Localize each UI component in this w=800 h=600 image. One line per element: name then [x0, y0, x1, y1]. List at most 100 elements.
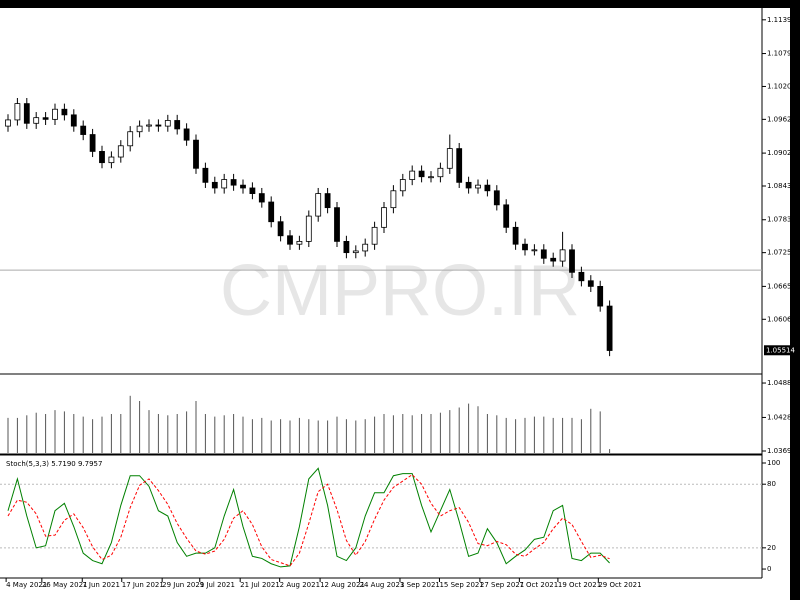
candle-body [5, 119, 11, 127]
x-tick-label: 9 Jul 2021 [200, 581, 235, 589]
y-tick-label: 1.06650 [767, 282, 796, 290]
y-tick-label: 80 [767, 480, 776, 488]
candle-body [569, 249, 575, 273]
candle-body [258, 193, 265, 203]
candle-body [343, 240, 350, 254]
candle-body [61, 108, 68, 116]
x-tick-label: 29 Jun 2021 [162, 581, 204, 589]
x-tick-label: 2 Aug 2021 [280, 581, 320, 589]
candle-body [597, 285, 604, 307]
candle-body [324, 193, 331, 209]
y-tick-label: 1.07250 [767, 249, 796, 257]
candle-body [33, 117, 40, 124]
x-tick-label: 7 Jun 2021 [82, 581, 120, 589]
candle-body [503, 204, 510, 228]
x-tick-label: 17 Jun 2021 [122, 581, 164, 589]
x-tick-label: 3 Sep 2021 [400, 581, 440, 589]
candle-body [315, 193, 322, 217]
y-tick-label: 1.04280 [767, 413, 796, 421]
y-tick-label: 20 [767, 544, 776, 552]
candle-body [221, 179, 228, 189]
candle-body [493, 190, 500, 206]
candle-body [117, 145, 124, 158]
candle-body [550, 257, 557, 262]
y-tick-label: 1.07835 [767, 216, 796, 224]
candle-body [23, 103, 30, 124]
candle-body [80, 125, 87, 135]
y-tick-label: 1.09020 [767, 149, 796, 157]
last-price-box [764, 345, 792, 356]
candle-body [465, 181, 472, 189]
x-tick-label: 29 Oct 2021 [598, 581, 641, 589]
x-tick-label: 21 Jul 2021 [240, 581, 280, 589]
candle-body [136, 125, 143, 133]
candle-body [352, 250, 359, 254]
candle-body [193, 139, 199, 169]
candle-body [362, 243, 369, 252]
y-tick-label: 100 [767, 459, 780, 467]
candle-body [437, 167, 444, 178]
x-tick-label: 4 May 2021 [6, 581, 47, 589]
x-tick-label: 15 Sep 2021 [439, 581, 483, 589]
candle-body [155, 124, 162, 127]
candle-body [287, 235, 293, 245]
candle-body [559, 249, 566, 262]
candle-body [418, 170, 425, 178]
candle-body [14, 103, 21, 121]
candle-body [277, 221, 284, 237]
y-tick-label: 1.09620 [767, 115, 796, 123]
candle-body [164, 120, 171, 127]
candle-body [296, 240, 303, 245]
candle-body [390, 190, 397, 209]
candle-body [99, 151, 105, 164]
chart-background [0, 8, 790, 600]
candle-body [484, 184, 491, 192]
y-tick-label: 1.10205 [767, 82, 796, 90]
candle-body [42, 117, 49, 120]
stoch-title: Stoch(5,3,3) 5.7190 9.7957 [6, 460, 102, 468]
candle-body [399, 179, 406, 192]
stoch-line [7, 474, 610, 567]
stoch-line [7, 467, 610, 568]
candle-body [371, 226, 378, 245]
candle-body [475, 184, 481, 189]
candle-body [268, 201, 275, 223]
candle-body [211, 181, 218, 189]
candle-body [249, 187, 256, 194]
candle-body [89, 134, 96, 152]
candle-body [52, 108, 58, 120]
x-tick-label: 26 May 2021 [42, 581, 88, 589]
candle-body [578, 271, 585, 282]
candle-body [108, 156, 115, 164]
x-tick-label: 27 Sep 2021 [480, 581, 524, 589]
candle-body [428, 176, 434, 179]
candle-body [334, 207, 340, 242]
y-tick-label: 1.04880 [767, 379, 796, 387]
candle-body [587, 280, 594, 287]
x-tick-label: 19 Oct 2021 [558, 581, 601, 589]
x-tick-label: 24 Aug 2021 [360, 581, 405, 589]
candle-body [240, 184, 246, 189]
candle-body [456, 148, 463, 183]
candle-body [381, 207, 387, 228]
y-tick-label: 0 [767, 565, 771, 573]
y-tick-label: 1.06065 [767, 315, 796, 323]
watermark: CMPRO.IR [220, 251, 580, 331]
candle-body [512, 226, 519, 245]
candle-body [174, 120, 181, 130]
candle-body [127, 131, 134, 147]
y-tick-label: 1.08435 [767, 182, 796, 190]
candle-body [183, 128, 190, 141]
y-tick-label: 1.11390 [767, 16, 796, 24]
x-tick-label: 12 Aug 2021 [320, 581, 365, 589]
candle-body [70, 114, 77, 127]
candle-body [409, 170, 416, 180]
y-tick-label: 1.03695 [767, 447, 796, 455]
candle-body [446, 148, 453, 169]
candle-body [531, 249, 538, 252]
candle-body [146, 124, 152, 127]
candle-body [202, 167, 209, 183]
last-price-label: 1.05514 [766, 346, 795, 354]
